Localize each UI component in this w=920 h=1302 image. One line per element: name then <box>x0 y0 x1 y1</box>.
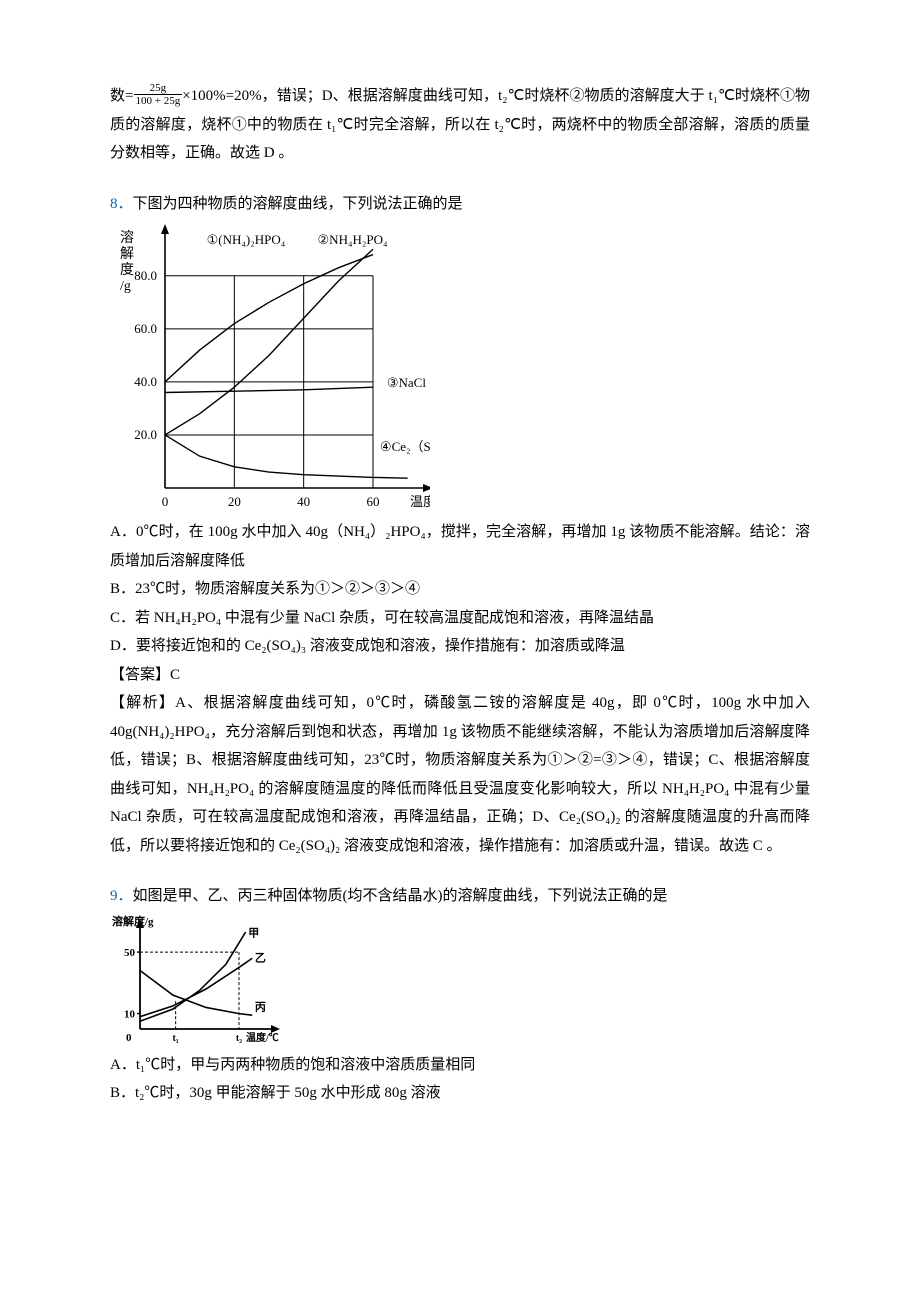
svg-text:t₁: t₁ <box>172 1033 178 1044</box>
fraction: 25g100 + 25g <box>134 82 183 107</box>
svg-text:0: 0 <box>126 1032 132 1044</box>
svg-text:②NH₄H₂PO₄: ②NH₄H₂PO₄ <box>318 232 389 247</box>
q9-number: 9． <box>110 888 133 904</box>
svg-text:80.0: 80.0 <box>134 268 157 283</box>
q8-optC: C．若 NH₄H₂PO₄ 中混有少量 NaCl 杂质，可在较高温度配成饱和溶液，… <box>110 604 810 633</box>
q9-optB: B．t₂℃时，30g 甲能溶解于 50g 水中形成 80g 溶液 <box>110 1079 810 1108</box>
svg-text:温度/℃: 温度/℃ <box>246 1031 279 1044</box>
text: 数= <box>110 88 134 104</box>
svg-text:20: 20 <box>228 494 241 509</box>
q8-optA: A．0℃时，在 100g 水中加入 40g（NH₄）₂HPO₄，搅拌，完全溶解，… <box>110 518 810 575</box>
svg-text:甲: 甲 <box>248 926 259 939</box>
svg-text:③NaCl: ③NaCl <box>387 375 426 390</box>
svg-text:40.0: 40.0 <box>134 374 157 389</box>
q8-optB: B．23℃时，物质溶解度关系为①＞②＞③＞④ <box>110 575 810 604</box>
svg-text:20.0: 20.0 <box>134 427 157 442</box>
answer-value: C <box>170 667 180 683</box>
q8-chart: 20.0 40.0 60.0 80.0 0 20 40 60 温度/℃ 溶解度/g ①(NH₄)₂H… <box>110 218 810 518</box>
q9-chart: 10 50 甲乙丙 t₁ t₂ 温度/℃ 溶解度/g 0 <box>110 911 810 1051</box>
svg-text:50: 50 <box>124 947 136 959</box>
svg-text:40: 40 <box>297 494 310 509</box>
q8-answer: 【答案】C <box>110 661 810 690</box>
svg-text:t₂: t₂ <box>236 1033 242 1044</box>
q8-number: 8． <box>110 196 133 212</box>
svg-text:10: 10 <box>124 1008 136 1020</box>
answer-label: 【答案】 <box>110 667 170 683</box>
svg-text:解: 解 <box>120 246 134 262</box>
svg-text:丙: 丙 <box>255 1000 266 1013</box>
svg-text:溶: 溶 <box>120 230 134 246</box>
svg-text:0: 0 <box>162 494 169 509</box>
svg-text:溶解度/g: 溶解度/g <box>112 914 154 928</box>
q9-stem-text: 如图是甲、乙、丙三种固体物质(均不含结晶水)的溶解度曲线，下列说法正确的是 <box>133 888 668 904</box>
svg-text:乙: 乙 <box>255 951 266 964</box>
q8-explain: 【解析】A、根据溶解度曲线可知，0℃时，磷酸氢二铵的溶解度是 40g，即 0℃时… <box>110 689 810 860</box>
svg-text:60: 60 <box>367 494 380 509</box>
svg-text:度: 度 <box>120 262 134 278</box>
svg-text:60.0: 60.0 <box>134 321 157 336</box>
q8-optD: D．要将接近饱和的 Ce₂(SO₄)₃ 溶液变成饱和溶液，操作措施有：加溶质或降… <box>110 632 810 661</box>
svg-text:④Ce₂（SO₄）₃: ④Ce₂（SO₄）₃ <box>380 439 430 454</box>
explain-text: A、根据溶解度曲线可知，0℃时，磷酸氢二铵的溶解度是 40g，即 0℃时，100… <box>110 695 810 854</box>
q8-stem-text: 下图为四种物质的溶解度曲线，下列说法正确的是 <box>133 196 463 212</box>
svg-text:温度/℃: 温度/℃ <box>410 494 430 509</box>
q9-stem: 9．如图是甲、乙、丙三种固体物质(均不含结晶水)的溶解度曲线，下列说法正确的是 <box>110 882 810 911</box>
text: ×100%=20%，错误；D、根据溶解度曲线可知，t₂℃时烧杯②物质的溶解度大于… <box>110 88 810 161</box>
svg-text:/g: /g <box>120 279 131 294</box>
explain-label: 【解析】 <box>110 695 175 711</box>
prev-answer-continuation: 数=25g100 + 25g×100%=20%，错误；D、根据溶解度曲线可知，t… <box>110 82 810 168</box>
q9-optA: A．t₁℃时，甲与丙两种物质的饱和溶液中溶质质量相同 <box>110 1051 810 1080</box>
q8-stem: 8．下图为四种物质的溶解度曲线，下列说法正确的是 <box>110 190 810 219</box>
svg-text:①(NH₄)₂HPO₄: ①(NH₄)₂HPO₄ <box>207 232 286 247</box>
